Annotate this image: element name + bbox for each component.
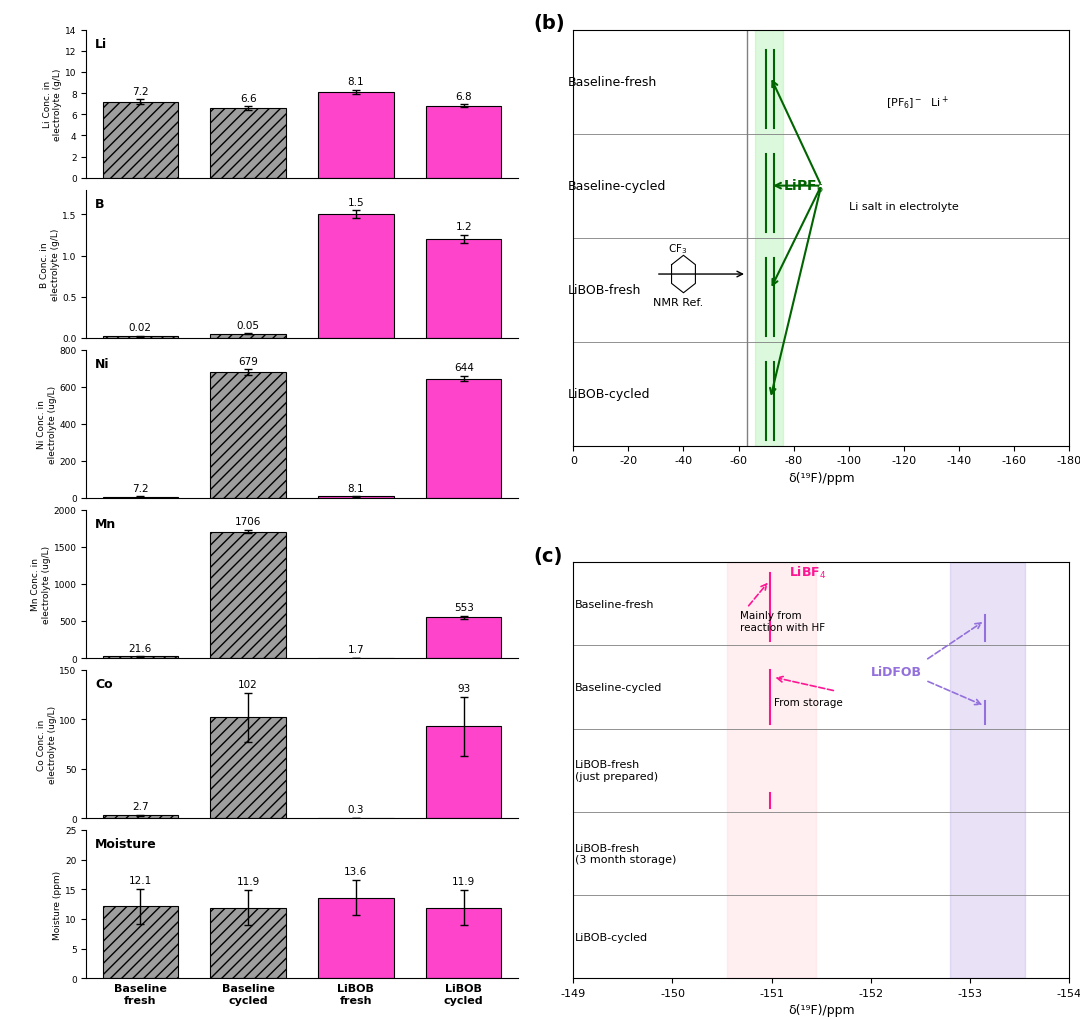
Bar <box>426 379 501 498</box>
Text: 8.1: 8.1 <box>348 483 364 493</box>
Bar <box>426 908 501 978</box>
Text: 12.1: 12.1 <box>129 875 152 886</box>
Text: [PF$_6$]$^-$  Li$^+$: [PF$_6$]$^-$ Li$^+$ <box>887 95 949 112</box>
Text: 0.05: 0.05 <box>237 320 259 330</box>
Text: LiBOB-cycled: LiBOB-cycled <box>568 388 650 400</box>
Text: (c): (c) <box>534 546 563 565</box>
Bar <box>426 618 501 658</box>
Bar <box>211 908 286 978</box>
Text: Baseline-cycled: Baseline-cycled <box>568 180 666 193</box>
Bar <box>103 337 178 338</box>
Text: LiBOB-cycled: LiBOB-cycled <box>576 931 648 942</box>
Text: B: B <box>95 198 105 211</box>
Bar <box>211 109 286 178</box>
Y-axis label: Moisture (ppm): Moisture (ppm) <box>53 869 63 938</box>
Text: LiPF$_6$: LiPF$_6$ <box>783 177 824 195</box>
Text: CF$_3$: CF$_3$ <box>669 243 688 256</box>
Text: 1.2: 1.2 <box>456 222 472 232</box>
Text: 679: 679 <box>239 357 258 366</box>
Bar <box>426 727 501 818</box>
Text: NMR Ref.: NMR Ref. <box>652 298 703 308</box>
Text: 6.8: 6.8 <box>456 92 472 102</box>
Text: 7.2: 7.2 <box>132 87 149 97</box>
Bar <box>103 657 178 658</box>
Y-axis label: Li Conc. in
electrolyte (g/L): Li Conc. in electrolyte (g/L) <box>43 68 63 141</box>
Text: 11.9: 11.9 <box>237 876 260 887</box>
Bar <box>950 562 1025 978</box>
Text: Co: Co <box>95 678 112 691</box>
Bar <box>211 532 286 658</box>
Bar <box>426 239 501 338</box>
Text: Baseline-fresh: Baseline-fresh <box>576 599 654 609</box>
Bar <box>103 497 178 498</box>
Bar <box>319 898 393 978</box>
Text: 0.3: 0.3 <box>348 804 364 814</box>
Text: 2.7: 2.7 <box>132 802 149 811</box>
Text: Mn: Mn <box>95 518 117 531</box>
X-axis label: δ(¹⁹F)/ppm: δ(¹⁹F)/ppm <box>788 472 854 484</box>
Bar <box>211 373 286 498</box>
Bar <box>103 907 178 978</box>
Text: Li salt in electrolyte: Li salt in electrolyte <box>849 202 959 212</box>
Bar <box>426 107 501 178</box>
Bar <box>319 93 393 178</box>
Text: 644: 644 <box>454 363 474 373</box>
Text: 13.6: 13.6 <box>345 866 367 876</box>
Bar <box>103 103 178 178</box>
Bar <box>319 215 393 338</box>
Text: LiBOB-fresh
(just prepared): LiBOB-fresh (just prepared) <box>576 759 659 782</box>
Text: LiBOB-fresh: LiBOB-fresh <box>568 284 642 297</box>
Text: 1706: 1706 <box>235 517 261 527</box>
Bar <box>211 334 286 338</box>
Text: Baseline-cycled: Baseline-cycled <box>576 683 663 692</box>
Text: From storage: From storage <box>774 697 843 707</box>
Text: 1.7: 1.7 <box>348 645 364 654</box>
Text: LiDFOB: LiDFOB <box>870 665 922 679</box>
Bar <box>727 562 816 978</box>
Text: 8.1: 8.1 <box>348 77 364 88</box>
Text: 21.6: 21.6 <box>129 643 152 653</box>
Bar <box>755 31 783 446</box>
Bar <box>103 815 178 818</box>
Bar <box>319 497 393 498</box>
Text: Moisture: Moisture <box>95 838 157 851</box>
Text: LiBF$_4$: LiBF$_4$ <box>788 565 826 581</box>
Y-axis label: B Conc. in
electrolyte (g/L): B Conc. in electrolyte (g/L) <box>40 228 59 301</box>
Text: Mainly from
reaction with HF: Mainly from reaction with HF <box>740 610 825 633</box>
Text: 0.02: 0.02 <box>129 323 152 333</box>
X-axis label: δ(¹⁹F)/ppm: δ(¹⁹F)/ppm <box>788 1004 854 1017</box>
Text: Ni: Ni <box>95 358 109 371</box>
Bar <box>211 717 286 818</box>
Text: 7.2: 7.2 <box>132 483 149 493</box>
Text: LiBOB-fresh
(3 month storage): LiBOB-fresh (3 month storage) <box>576 843 677 864</box>
Text: 11.9: 11.9 <box>453 876 475 887</box>
Y-axis label: Mn Conc. in
electrolyte (ug/L): Mn Conc. in electrolyte (ug/L) <box>31 545 51 624</box>
Y-axis label: Ni Conc. in
electrolyte (ug/L): Ni Conc. in electrolyte (ug/L) <box>37 385 56 464</box>
Text: 93: 93 <box>457 683 471 693</box>
Text: 553: 553 <box>454 602 474 612</box>
Text: 1.5: 1.5 <box>348 198 364 207</box>
Text: 102: 102 <box>239 680 258 689</box>
Text: Baseline-fresh: Baseline-fresh <box>568 76 657 89</box>
Text: 6.6: 6.6 <box>240 94 256 104</box>
Text: Li: Li <box>95 38 107 51</box>
Text: (b): (b) <box>534 14 565 33</box>
Y-axis label: Co Conc. in
electrolyte (ug/L): Co Conc. in electrolyte (ug/L) <box>37 705 56 784</box>
